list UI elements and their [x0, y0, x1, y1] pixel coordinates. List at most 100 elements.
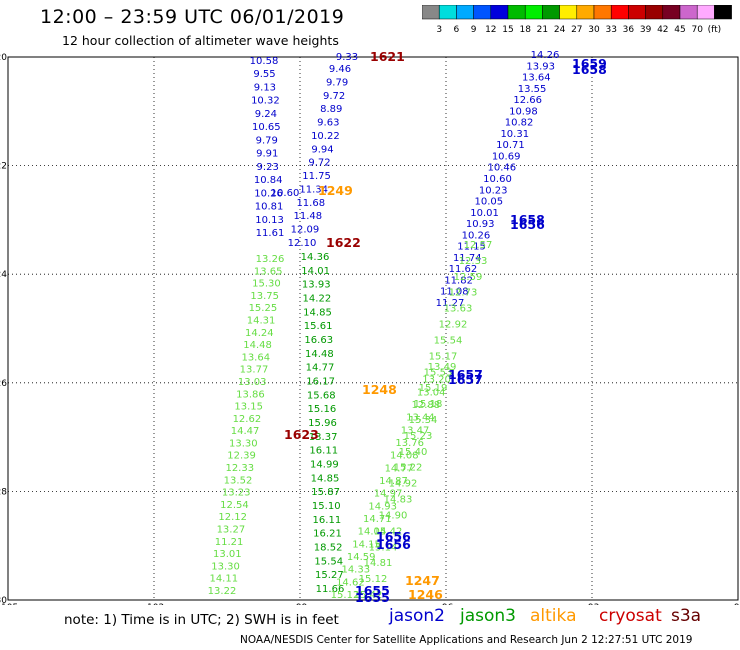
swh-value: 15.17 [429, 351, 458, 362]
swh-value: 12.62 [233, 414, 262, 425]
map-subtitle: 12 hour collection of altimeter wave hei… [62, 33, 339, 48]
swh-value: 15.22 [394, 463, 423, 474]
pass-number-label: 1659 [572, 56, 607, 71]
swh-value: 13.23 [222, 488, 251, 499]
swh-value: 15.54 [314, 556, 343, 567]
footer-credit: NOAA/NESDIS Center for Satellite Applica… [240, 634, 693, 646]
swh-value: 9.63 [317, 118, 339, 129]
swh-value: 12.66 [513, 95, 542, 106]
swh-value: 15.12 [331, 590, 360, 601]
lon-label: -105 [0, 603, 18, 605]
swh-value: 9.13 [254, 82, 276, 93]
swh-value: 12.54 [220, 500, 249, 511]
swh-value: 15.27 [315, 570, 344, 581]
pass-number-label: 1658 [510, 212, 545, 227]
legend-tick-label: 30 [588, 25, 600, 35]
swh-value: 10.01 [470, 208, 499, 219]
swh-value: 13.01 [213, 549, 242, 560]
legend-tick-label: 70 [691, 25, 703, 35]
swh-value: 13.93 [302, 280, 331, 291]
swh-value: 15.14 [369, 542, 398, 553]
swh-value: 11.34 [299, 184, 328, 195]
swh-value: 15.54 [434, 335, 463, 346]
swh-value: 14.31 [247, 315, 276, 326]
swh-value: 10.13 [255, 215, 284, 226]
swh-value: 10.22 [311, 131, 340, 142]
swh-value: 14.48 [243, 340, 272, 351]
swh-value: 13.75 [250, 291, 279, 302]
legend-tick-label: 3 [436, 25, 442, 35]
swh-value: 15.10 [312, 501, 341, 512]
swh-value: 14.24 [245, 328, 274, 339]
swh-value: 11.82 [444, 275, 473, 286]
swh-value: 10.58 [250, 56, 279, 67]
swh-value: 16.21 [313, 529, 342, 540]
legend-tick-label: 6 [454, 25, 460, 35]
swh-value: 15.87 [311, 487, 340, 498]
pass-number-label: 1657 [448, 367, 483, 382]
map-frame [7, 56, 739, 601]
pass-number-label: 1248 [362, 382, 397, 397]
swh-value: 13.55 [518, 84, 547, 95]
satellite-label-jason2: jason2 [389, 606, 445, 626]
swh-value: 13.52 [224, 475, 253, 486]
lon-label: -99 [293, 603, 308, 605]
legend-swatch [714, 5, 732, 20]
swh-value: 11.08 [440, 287, 469, 298]
swh-value: 9.23 [257, 162, 279, 173]
legend-tick-label: 24 [554, 25, 566, 35]
swh-value: 15.30 [252, 279, 281, 290]
swh-value: 10.93 [466, 219, 495, 230]
legend-tick-label: (ft) [708, 25, 722, 35]
swh-value: 14.48 [305, 349, 334, 360]
swh-value: 13.26 [256, 254, 285, 265]
swh-value: 15.53 [424, 367, 453, 378]
pass-number-label: 1621 [370, 49, 405, 64]
legend-tick-label: 18 [519, 25, 531, 35]
swh-value: 14.97 [374, 489, 403, 500]
swh-value: 14.47 [231, 426, 260, 437]
swh-value: 11.68 [296, 198, 325, 209]
swh-value: 11.15 [457, 242, 486, 253]
pass-number-label: 1656 [510, 217, 545, 232]
swh-value: 13.64 [241, 352, 270, 363]
legend-tick-label: 36 [623, 25, 635, 35]
swh-value: 13.27 [217, 525, 246, 536]
satellite-label-jason3: jason3 [460, 606, 516, 626]
swh-value: 18.52 [314, 543, 343, 554]
swh-value: 13.77 [240, 365, 269, 376]
swh-value: 10.46 [487, 163, 516, 174]
legend-tick-label: 12 [485, 25, 496, 35]
swh-value: 14.83 [384, 495, 413, 506]
swh-value: 15.16 [308, 404, 337, 415]
swh-value: 13.44 [406, 413, 435, 424]
swh-value: 9.94 [311, 144, 333, 155]
swh-value: 10.69 [492, 151, 521, 162]
swh-value: 12.59 [454, 272, 483, 283]
swh-value: 12.12 [218, 512, 247, 523]
swh-value: 14.92 [389, 479, 418, 490]
lat-label: -20 [0, 53, 7, 63]
legend-tick-label: 33 [605, 25, 616, 35]
swh-value: 15.96 [308, 418, 337, 429]
swh-value: 16.11 [313, 515, 342, 526]
swh-value: 16.17 [306, 377, 335, 388]
swh-value: 13.04 [417, 387, 446, 398]
swh-value: 15.18 [414, 399, 443, 410]
note-text: note: 1) Time is in UTC; 2) SWH is in fe… [64, 612, 339, 628]
swh-value: 12.57 [464, 240, 493, 251]
legend-tick-label: 39 [640, 25, 652, 35]
pass-number-label: 1656 [376, 537, 411, 552]
swh-value: 14.85 [311, 473, 340, 484]
swh-value: 15.42 [354, 590, 383, 601]
swh-value: 15.61 [304, 321, 333, 332]
swh-value: 14.15 [352, 539, 381, 550]
swh-value: 13.15 [234, 402, 263, 413]
lon-label: -102 [144, 603, 164, 605]
satellite-label-cryosat: cryosat [599, 606, 662, 626]
swh-value: 10.32 [251, 96, 280, 107]
swh-value: 12.92 [439, 320, 468, 331]
swh-value: 13.47 [401, 425, 430, 436]
swh-value: 13.93 [526, 61, 555, 72]
